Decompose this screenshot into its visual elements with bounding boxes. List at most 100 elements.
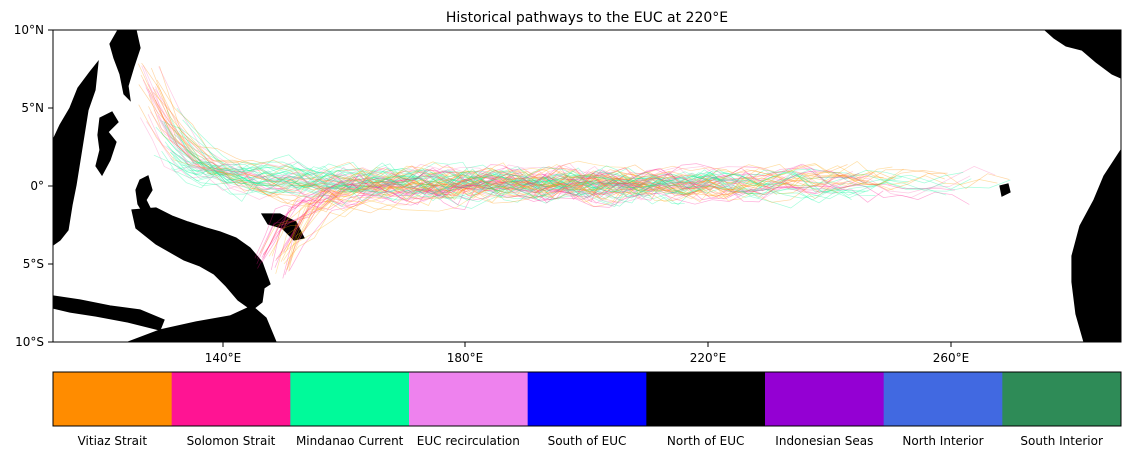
trajectory-line xyxy=(137,63,884,203)
trajectory-line xyxy=(153,154,725,201)
y-tick-label: 10°S xyxy=(15,335,44,349)
trajectory-line xyxy=(146,121,813,201)
trajectory-line xyxy=(284,164,709,276)
trajectory-line xyxy=(147,83,971,204)
colorbar-cell xyxy=(646,372,766,426)
colorbar-cell xyxy=(883,372,1003,426)
trajectory-line xyxy=(170,162,775,197)
trajectory-line xyxy=(161,150,710,203)
y-axis: 10°N 5°N 0° 5°S 10°S xyxy=(14,23,53,349)
colorbar-label: Solomon Strait xyxy=(187,434,276,448)
colorbar-cell xyxy=(1002,372,1122,426)
trajectory-line xyxy=(148,106,741,213)
trajectory-line xyxy=(170,151,652,199)
colorbar-cell xyxy=(409,372,529,426)
colorbar-cell xyxy=(765,372,885,426)
trajectory-line xyxy=(275,170,856,261)
trajectory-line xyxy=(161,122,806,197)
trajectory-line xyxy=(156,79,869,214)
trajectory-line xyxy=(286,165,820,250)
land-philippines xyxy=(109,30,141,102)
trajectory-line xyxy=(168,161,947,209)
trajectory-line xyxy=(142,65,661,197)
trajectory-line xyxy=(173,133,692,209)
trajectory-line xyxy=(158,66,996,198)
legend-colorbar: Vitiaz Strait Solomon Strait Mindanao Curr… xyxy=(52,371,1122,448)
land-new-guinea xyxy=(131,207,271,311)
colorbar-label: South of EUC xyxy=(548,434,627,448)
trajectory-line xyxy=(178,130,846,204)
land-australia xyxy=(127,305,277,342)
y-tick-label: 10°N xyxy=(14,23,44,37)
y-tick-label: 5°S xyxy=(23,257,44,271)
trajectory-line xyxy=(288,171,618,272)
trajectory-line xyxy=(185,148,625,196)
trajectory-line xyxy=(141,62,896,196)
x-tick-label: 220°E xyxy=(690,351,727,365)
x-tick-label: 260°E xyxy=(933,351,970,365)
trajectory-line xyxy=(170,152,902,197)
trajectory-line xyxy=(153,109,829,202)
trajectory-line xyxy=(184,161,641,202)
trajectory-line xyxy=(152,87,945,197)
trajectory-line xyxy=(281,161,661,254)
trajectory-line xyxy=(154,88,854,205)
trajectory-line xyxy=(138,104,848,204)
trajectory-line xyxy=(155,126,972,199)
colorbar-label: Indonesian Seas xyxy=(775,434,873,448)
trajectory-line xyxy=(148,94,650,198)
x-axis: 140°E 180°E 220°E 260°E xyxy=(205,342,970,365)
trajectory-line xyxy=(155,86,685,197)
trajectory-line xyxy=(159,120,1011,204)
trajectory-line xyxy=(263,163,861,259)
trajectory-line xyxy=(157,115,738,200)
x-tick-label: 140°E xyxy=(205,351,242,365)
trajectory-line xyxy=(259,167,864,254)
land-galapagos xyxy=(999,183,1011,197)
trajectory-line xyxy=(163,122,866,207)
trajectory-line xyxy=(159,110,839,199)
trajectory-line xyxy=(256,167,873,260)
colorbar-label: North Interior xyxy=(902,434,983,448)
trajectory-line xyxy=(170,154,761,195)
land-new-britain xyxy=(260,213,305,241)
colorbar-label: North of EUC xyxy=(667,434,745,448)
trajectory-line xyxy=(174,129,727,193)
y-tick-label: 5°N xyxy=(21,101,44,115)
trajectory-line xyxy=(153,92,948,198)
map-area xyxy=(52,29,1122,343)
trajectory-line xyxy=(138,84,896,200)
trajectory-line xyxy=(178,126,669,204)
trajectory-line xyxy=(254,170,661,259)
trajectory-line xyxy=(283,160,904,261)
trajectory-line xyxy=(171,150,726,208)
trajectory-line xyxy=(182,119,852,201)
colorbar-label: Mindanao Current xyxy=(296,434,404,448)
trajectory-line xyxy=(275,170,713,274)
trajectory-line xyxy=(274,170,653,268)
trajectory-lines xyxy=(137,62,1011,279)
trajectory-line xyxy=(282,171,661,279)
colorbar-frame xyxy=(52,371,1122,427)
land-borneo xyxy=(53,60,99,246)
trajectory-line xyxy=(257,167,718,269)
trajectory-line xyxy=(283,164,893,265)
trajectory-line xyxy=(275,170,998,260)
trajectory-line xyxy=(186,168,964,207)
trajectory-line xyxy=(286,165,883,270)
chart-title: Historical pathways to the EUC at 220°E xyxy=(446,10,728,26)
trajectory-line xyxy=(178,155,876,199)
trajectory-line xyxy=(147,114,701,202)
trajectory-line xyxy=(268,173,764,257)
trajectory-line xyxy=(155,99,761,199)
trajectory-line xyxy=(139,117,619,199)
trajectory-line xyxy=(270,171,628,270)
x-tick-label: 180°E xyxy=(447,351,484,365)
colorbar-cell xyxy=(290,372,410,426)
trajectory-line xyxy=(261,169,806,263)
y-tick-label: 0° xyxy=(30,179,44,193)
trajectory-line xyxy=(150,111,735,195)
trajectory-line xyxy=(283,175,970,253)
trajectory-line xyxy=(174,161,865,201)
trajectory-line xyxy=(261,167,884,258)
